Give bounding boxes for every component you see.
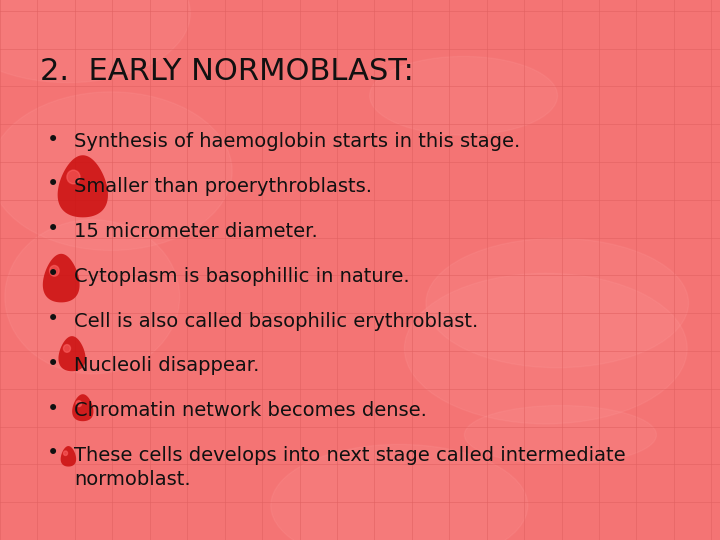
Text: Smaller than proerythroblasts.: Smaller than proerythroblasts. <box>74 177 372 196</box>
Ellipse shape <box>0 0 190 83</box>
Text: 15 micrometer diameter.: 15 micrometer diameter. <box>74 222 318 241</box>
Ellipse shape <box>426 238 688 368</box>
Ellipse shape <box>271 444 528 540</box>
Text: •: • <box>47 130 59 150</box>
Text: •: • <box>47 309 59 329</box>
PathPatch shape <box>60 446 76 467</box>
PathPatch shape <box>72 394 94 421</box>
PathPatch shape <box>58 336 86 372</box>
Text: Nucleoli disappear.: Nucleoli disappear. <box>74 356 259 375</box>
Ellipse shape <box>369 57 557 135</box>
Text: •: • <box>47 219 59 239</box>
Text: Cytoplasm is basophillic in nature.: Cytoplasm is basophillic in nature. <box>74 267 410 286</box>
Ellipse shape <box>76 401 81 407</box>
Ellipse shape <box>63 451 68 455</box>
Ellipse shape <box>0 92 232 251</box>
Text: Cell is also called basophilic erythroblast.: Cell is also called basophilic erythrobl… <box>74 312 478 330</box>
Ellipse shape <box>50 266 59 276</box>
Text: •: • <box>47 399 59 418</box>
Ellipse shape <box>5 220 179 374</box>
Ellipse shape <box>63 345 71 352</box>
Text: •: • <box>47 264 59 284</box>
Text: 2.  EARLY NORMOBLAST:: 2. EARLY NORMOBLAST: <box>40 57 413 86</box>
Ellipse shape <box>464 406 657 464</box>
Ellipse shape <box>405 273 687 424</box>
Text: Synthesis of haemoglobin starts in this stage.: Synthesis of haemoglobin starts in this … <box>74 132 521 151</box>
Text: •: • <box>47 354 59 374</box>
Ellipse shape <box>67 170 80 184</box>
Text: •: • <box>47 174 59 194</box>
Text: •: • <box>47 443 59 463</box>
Text: These cells develops into next stage called intermediate
normoblast.: These cells develops into next stage cal… <box>74 446 626 489</box>
PathPatch shape <box>42 254 80 302</box>
Text: Chromatin network becomes dense.: Chromatin network becomes dense. <box>74 401 427 420</box>
PathPatch shape <box>58 156 108 217</box>
